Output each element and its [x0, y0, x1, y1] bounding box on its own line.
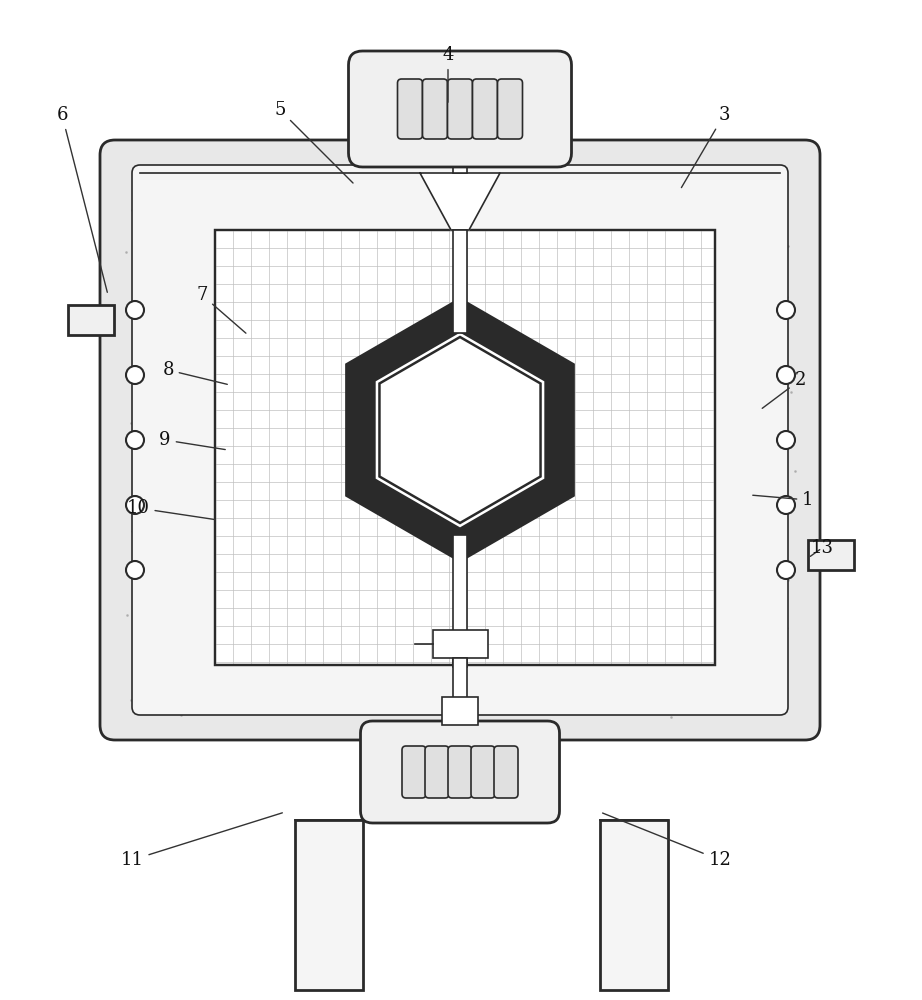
Bar	[215, 230, 715, 665]
Bar	[453, 230, 467, 333]
Text: 7: 7	[196, 286, 246, 333]
Circle shape	[126, 431, 144, 449]
Text: 3: 3	[681, 106, 729, 188]
FancyBboxPatch shape	[402, 746, 426, 798]
Text: 12: 12	[603, 813, 731, 869]
Circle shape	[777, 301, 795, 319]
Bar	[68, 305, 114, 335]
Circle shape	[777, 366, 795, 384]
Bar	[442, 697, 478, 725]
FancyBboxPatch shape	[100, 140, 820, 740]
Bar	[600, 820, 668, 990]
Bar	[453, 155, 467, 173]
Bar	[295, 820, 363, 990]
Bar	[215, 230, 715, 665]
Bar	[453, 535, 467, 667]
FancyBboxPatch shape	[425, 746, 449, 798]
FancyBboxPatch shape	[448, 746, 472, 798]
Circle shape	[126, 496, 144, 514]
Text: 9: 9	[160, 431, 225, 450]
Text: 8: 8	[162, 361, 228, 384]
FancyBboxPatch shape	[422, 79, 447, 139]
Circle shape	[126, 366, 144, 384]
Circle shape	[777, 496, 795, 514]
Text: 11: 11	[121, 813, 282, 869]
Text: 1: 1	[752, 491, 814, 509]
FancyBboxPatch shape	[494, 746, 518, 798]
Text: 4: 4	[443, 46, 454, 102]
Circle shape	[126, 561, 144, 579]
Circle shape	[126, 301, 144, 319]
Polygon shape	[361, 315, 560, 545]
FancyBboxPatch shape	[447, 79, 472, 139]
Bar	[808, 540, 854, 570]
FancyBboxPatch shape	[397, 79, 422, 139]
Bar	[432, 630, 488, 658]
Text: 10: 10	[126, 499, 215, 520]
Circle shape	[777, 431, 795, 449]
FancyBboxPatch shape	[132, 165, 788, 715]
Text: 2: 2	[762, 371, 806, 408]
Polygon shape	[420, 173, 500, 230]
Text: 6: 6	[56, 106, 107, 292]
FancyBboxPatch shape	[472, 79, 498, 139]
FancyBboxPatch shape	[349, 51, 572, 167]
Text: 5: 5	[275, 101, 353, 183]
FancyBboxPatch shape	[498, 79, 523, 139]
FancyBboxPatch shape	[471, 746, 495, 798]
FancyBboxPatch shape	[361, 721, 560, 823]
Bar	[453, 658, 467, 720]
Circle shape	[777, 561, 795, 579]
Text: 13: 13	[810, 539, 833, 557]
